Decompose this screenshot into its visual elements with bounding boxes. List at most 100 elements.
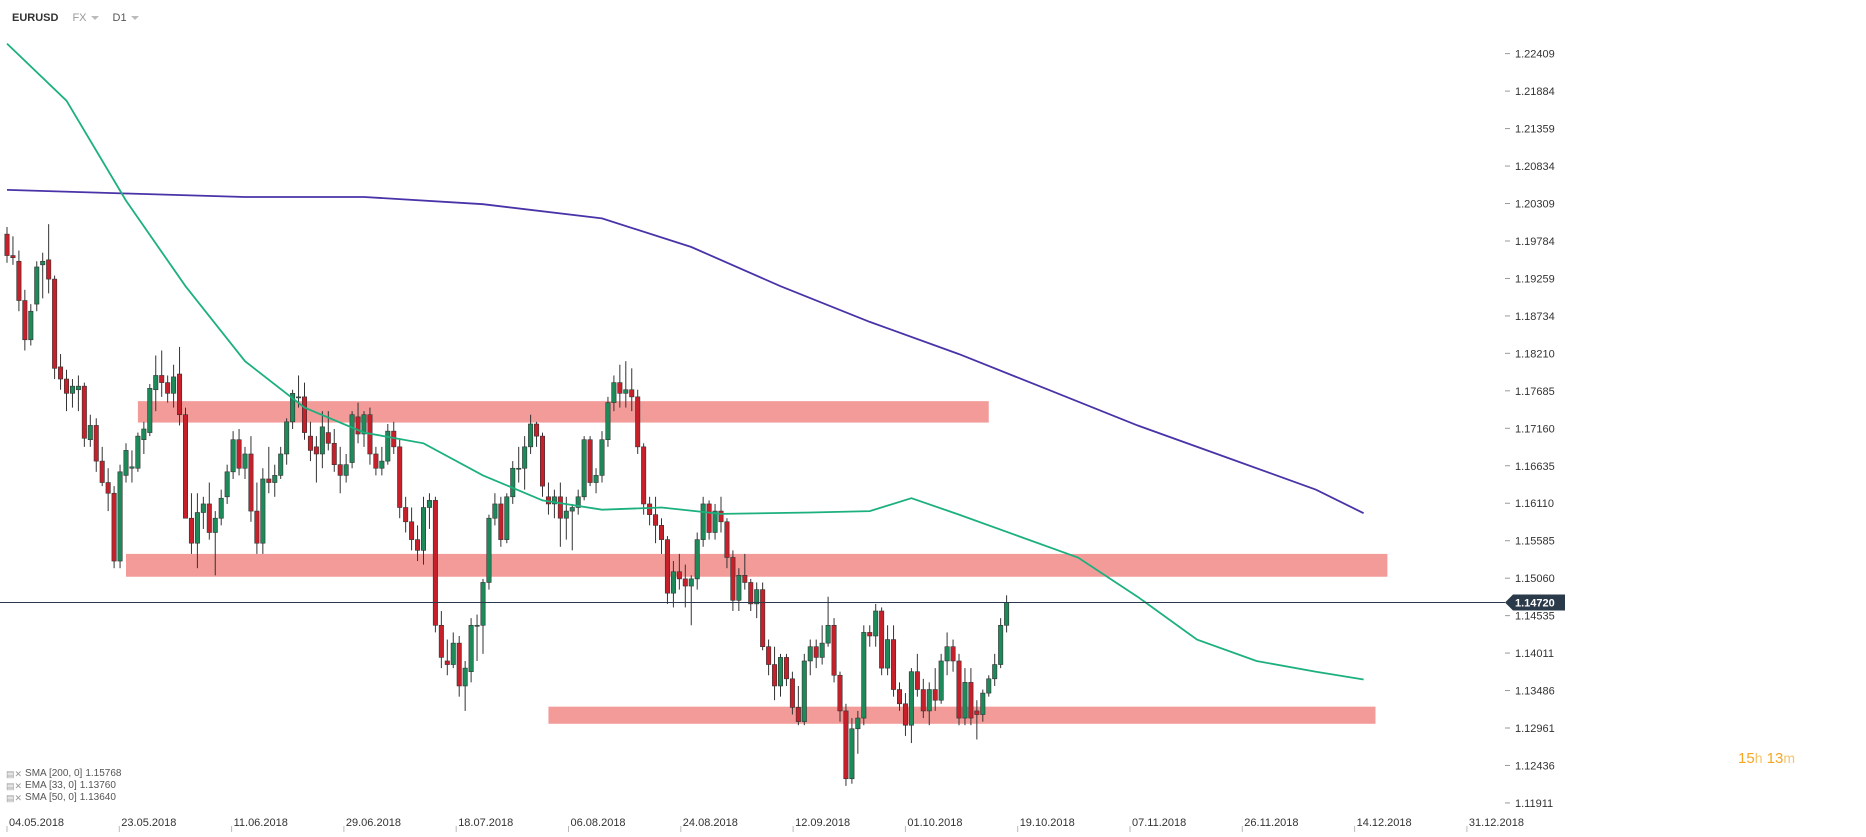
- candle[interactable]: [230, 439, 236, 473]
- candle[interactable]: [754, 589, 760, 605]
- candle[interactable]: [159, 375, 165, 383]
- candle[interactable]: [99, 460, 105, 483]
- candle[interactable]: [206, 503, 212, 533]
- candle[interactable]: [266, 478, 272, 483]
- candle[interactable]: [426, 500, 432, 508]
- candle[interactable]: [296, 396, 302, 399]
- candle[interactable]: [736, 575, 742, 601]
- candle[interactable]: [28, 310, 34, 341]
- candle[interactable]: [409, 521, 415, 540]
- candle[interactable]: [52, 278, 58, 369]
- candle[interactable]: [932, 689, 938, 701]
- candle[interactable]: [194, 512, 200, 544]
- candle[interactable]: [188, 517, 194, 544]
- market-dropdown[interactable]: FX: [72, 12, 99, 24]
- candle[interactable]: [873, 610, 879, 637]
- candle[interactable]: [569, 507, 575, 512]
- candle[interactable]: [129, 466, 135, 469]
- candle[interactable]: [135, 435, 141, 469]
- candle[interactable]: [920, 689, 926, 712]
- candle[interactable]: [516, 467, 522, 470]
- candle[interactable]: [290, 393, 296, 423]
- candle[interactable]: [879, 610, 885, 669]
- candle[interactable]: [789, 678, 795, 708]
- candle[interactable]: [611, 382, 617, 403]
- candle[interactable]: [676, 571, 682, 580]
- candle[interactable]: [772, 664, 778, 687]
- candle[interactable]: [212, 517, 218, 533]
- candle[interactable]: [254, 510, 260, 544]
- candle[interactable]: [1004, 602, 1010, 626]
- candle[interactable]: [563, 510, 569, 519]
- candle[interactable]: [587, 439, 593, 483]
- candle[interactable]: [87, 425, 93, 441]
- candle[interactable]: [837, 674, 843, 712]
- candle[interactable]: [105, 482, 111, 494]
- candle[interactable]: [986, 678, 992, 694]
- candle[interactable]: [896, 689, 902, 705]
- candle[interactable]: [974, 710, 980, 715]
- candle[interactable]: [956, 660, 962, 719]
- candle[interactable]: [980, 692, 986, 715]
- candle[interactable]: [58, 366, 64, 380]
- candle[interactable]: [379, 460, 385, 469]
- candle[interactable]: [908, 671, 914, 726]
- candle[interactable]: [200, 503, 206, 513]
- candle[interactable]: [4, 233, 10, 256]
- settings-icon[interactable]: ▤✕: [6, 793, 23, 803]
- legend-item[interactable]: ▤✕ SMA [200, 0] 1.15768: [6, 768, 121, 780]
- candle[interactable]: [855, 717, 861, 730]
- candle[interactable]: [581, 439, 587, 498]
- candle[interactable]: [670, 571, 676, 594]
- candle[interactable]: [706, 503, 712, 533]
- candle[interactable]: [718, 510, 724, 523]
- candle[interactable]: [831, 624, 837, 676]
- candle[interactable]: [623, 389, 629, 394]
- candle[interactable]: [992, 664, 998, 680]
- candle[interactable]: [325, 432, 331, 444]
- candle[interactable]: [504, 496, 510, 540]
- candle[interactable]: [218, 497, 224, 519]
- candle[interactable]: [849, 728, 855, 780]
- candle[interactable]: [272, 475, 278, 483]
- candle[interactable]: [64, 378, 70, 394]
- candle[interactable]: [355, 416, 361, 435]
- candle[interactable]: [349, 414, 355, 463]
- candle[interactable]: [474, 624, 480, 627]
- candle[interactable]: [81, 385, 87, 439]
- candle[interactable]: [712, 510, 718, 533]
- candle[interactable]: [599, 439, 605, 476]
- candle[interactable]: [117, 471, 123, 562]
- settings-icon[interactable]: ▤✕: [6, 781, 23, 791]
- candle[interactable]: [647, 503, 653, 515]
- candle[interactable]: [480, 582, 486, 626]
- candle[interactable]: [403, 507, 409, 523]
- candle[interactable]: [783, 657, 789, 680]
- candle[interactable]: [450, 642, 456, 665]
- candle[interactable]: [248, 453, 254, 512]
- candle[interactable]: [605, 402, 611, 441]
- candle[interactable]: [337, 464, 343, 476]
- candle[interactable]: [111, 492, 117, 562]
- candle[interactable]: [688, 578, 694, 587]
- candle[interactable]: [486, 517, 492, 583]
- candle[interactable]: [968, 682, 974, 719]
- candle[interactable]: [75, 385, 81, 391]
- candle[interactable]: [534, 423, 540, 437]
- candle[interactable]: [635, 396, 641, 448]
- candle[interactable]: [528, 423, 534, 448]
- candle[interactable]: [730, 557, 736, 601]
- candle[interactable]: [861, 632, 867, 719]
- candle[interactable]: [147, 388, 153, 433]
- candle[interactable]: [522, 446, 528, 469]
- candle[interactable]: [438, 624, 444, 658]
- candle[interactable]: [510, 467, 516, 498]
- legend-item[interactable]: ▤✕ EMA [33, 0] 1.13760: [6, 780, 121, 792]
- candle[interactable]: [373, 453, 379, 469]
- candle[interactable]: [593, 475, 599, 483]
- candle[interactable]: [444, 660, 450, 665]
- candle[interactable]: [165, 382, 171, 394]
- candle[interactable]: [456, 642, 462, 687]
- candle[interactable]: [34, 266, 40, 305]
